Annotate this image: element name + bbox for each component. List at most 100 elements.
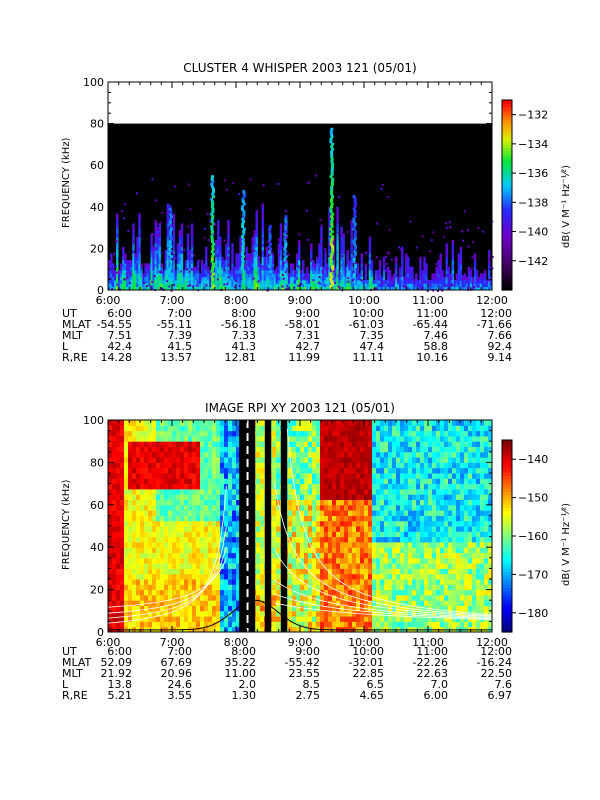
spectrogram-cell bbox=[324, 250, 327, 254]
spectrogram-cell bbox=[188, 579, 193, 585]
spectrogram-cell bbox=[132, 441, 137, 447]
spectrogram-cell bbox=[164, 621, 169, 628]
spectrogram-cell bbox=[132, 246, 135, 251]
spectrogram-cell bbox=[220, 536, 225, 543]
spectrogram-cell bbox=[232, 547, 237, 553]
spectrogram-cell bbox=[381, 281, 384, 284]
spectrogram-cell bbox=[200, 547, 205, 553]
spectrogram-cell bbox=[120, 478, 125, 485]
spectrogram-cell bbox=[265, 266, 269, 271]
spectrogram-cell bbox=[146, 266, 149, 271]
spectrogram-cell bbox=[332, 270, 335, 273]
spectrogram-cell bbox=[138, 273, 141, 278]
spectrogram-cell bbox=[130, 266, 133, 271]
spectrogram-cell bbox=[152, 504, 157, 511]
spectrogram-cell bbox=[192, 557, 197, 564]
spectrogram-cell bbox=[140, 263, 143, 268]
spectrogram-cell bbox=[316, 266, 319, 271]
spectrogram-cell bbox=[209, 219, 212, 222]
spectrogram-cell bbox=[176, 435, 181, 442]
spectrogram-cell bbox=[124, 541, 129, 548]
spectrogram-cell bbox=[232, 616, 237, 622]
spectrogram-cell bbox=[216, 441, 221, 447]
spectrogram-cell bbox=[128, 568, 133, 575]
spectrogram-cell bbox=[276, 446, 281, 453]
spectrogram-cell bbox=[184, 425, 189, 432]
spectrogram-cell bbox=[312, 266, 315, 271]
spectrogram-cell bbox=[368, 263, 372, 268]
spectrogram-cell bbox=[292, 510, 297, 516]
spectrogram-cell bbox=[386, 286, 390, 291]
spectrogram-cell bbox=[296, 520, 301, 527]
spectrogram-cell bbox=[292, 441, 297, 447]
spectrogram-cell bbox=[122, 266, 125, 271]
spectrogram-cell bbox=[431, 273, 434, 278]
spectrogram-cell bbox=[112, 457, 117, 463]
spectrogram-cell bbox=[220, 451, 225, 458]
spectrogram-cell bbox=[196, 478, 201, 485]
spectrogram-cell bbox=[168, 420, 173, 426]
spectrogram-cell bbox=[455, 276, 459, 281]
spectrogram-cell bbox=[399, 286, 402, 291]
spectrogram-cell bbox=[256, 446, 261, 453]
spectrogram-cell bbox=[120, 457, 125, 463]
spectrogram-cell bbox=[360, 280, 364, 284]
spectrogram-cell bbox=[340, 250, 343, 254]
spectrogram-cell bbox=[169, 230, 173, 234]
spectrogram-cell bbox=[176, 541, 181, 548]
spectrogram-cell bbox=[210, 225, 214, 229]
spectrogram-cell bbox=[242, 242, 246, 246]
spectrogram-cell bbox=[423, 270, 426, 274]
spectrogram-cell bbox=[154, 280, 157, 284]
spectrogram-cell bbox=[236, 600, 241, 606]
spectrogram-cell bbox=[403, 276, 406, 281]
spectrogram-cell bbox=[340, 266, 343, 271]
spectrogram-cell bbox=[483, 270, 487, 274]
spectrogram-cell bbox=[124, 594, 129, 601]
spectrogram-cell bbox=[292, 478, 297, 485]
spectrogram-cell bbox=[108, 286, 111, 291]
spectrogram-cell bbox=[364, 270, 368, 274]
spectrogram-cell bbox=[144, 425, 149, 432]
spectrogram-cell bbox=[288, 446, 293, 453]
spectrogram-cell bbox=[176, 488, 181, 495]
spectrogram-cell bbox=[200, 270, 204, 274]
spectrogram-cell bbox=[122, 263, 125, 268]
spectrogram-cell bbox=[108, 446, 113, 453]
spectrogram-cell bbox=[267, 240, 271, 244]
ephemeris-value: 10:00 bbox=[352, 307, 384, 320]
spectrogram-cell bbox=[108, 563, 113, 569]
spectrogram-cell bbox=[144, 467, 149, 474]
spectrogram-cell bbox=[232, 610, 237, 617]
spectrogram-cell bbox=[232, 584, 237, 591]
spectrogram-cell bbox=[332, 457, 337, 463]
spectrogram-cell bbox=[176, 494, 181, 500]
spectrogram-cell bbox=[251, 270, 254, 274]
spectrogram-cell bbox=[140, 594, 145, 601]
colorbar-swatch bbox=[502, 229, 512, 234]
spectrogram-cell bbox=[469, 273, 473, 278]
spectrogram-cell bbox=[247, 286, 250, 291]
spectrogram-cell bbox=[241, 285, 245, 289]
spectrogram-cell bbox=[304, 483, 309, 490]
spectrogram-cell bbox=[176, 260, 180, 264]
spectrogram-cell bbox=[362, 280, 366, 284]
spectrogram-cell bbox=[204, 446, 209, 453]
spectrogram-cell bbox=[265, 263, 269, 268]
spectrogram-cell bbox=[140, 280, 143, 284]
spectrogram-cell bbox=[459, 260, 463, 264]
spectrogram-cell bbox=[332, 568, 337, 575]
spectrogram-cell bbox=[108, 473, 113, 479]
spectrogram-cell bbox=[236, 621, 241, 628]
spectrogram-cell bbox=[158, 230, 161, 234]
spectrogram-cell bbox=[160, 283, 163, 288]
spectrogram-cell bbox=[140, 563, 145, 569]
spectrogram-cell bbox=[232, 488, 237, 495]
spectrogram-cell bbox=[156, 573, 161, 580]
spectrogram-cell bbox=[152, 280, 155, 284]
spectrogram-cell bbox=[292, 568, 297, 575]
spectrogram-cell bbox=[208, 430, 213, 437]
spectrogram-cell bbox=[304, 547, 309, 553]
spectrogram-cell bbox=[217, 220, 220, 224]
